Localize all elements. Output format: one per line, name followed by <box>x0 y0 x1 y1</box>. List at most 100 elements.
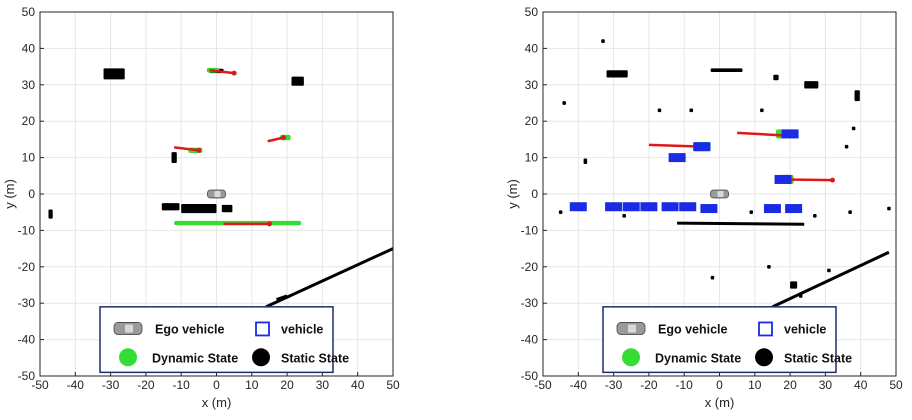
static-dot-icon <box>252 348 271 367</box>
x-tick-label: 0 <box>716 378 723 392</box>
velocity-arrow <box>209 68 235 75</box>
velocity-arrow <box>648 143 702 148</box>
y-tick-label: 40 <box>22 41 36 55</box>
velocity-arrow-head <box>266 221 272 227</box>
legend-box <box>99 306 334 374</box>
x-tick-label: -10 <box>173 378 191 392</box>
static-point <box>583 158 588 164</box>
y-tick-label: 30 <box>525 78 539 92</box>
static-point <box>887 206 891 211</box>
static-point <box>790 281 798 289</box>
y-tick-label: 50 <box>22 5 36 19</box>
legend-label-vehicle: vehicle <box>784 322 826 336</box>
x-tick-label: -10 <box>676 378 694 392</box>
vehicle-marker <box>605 202 623 212</box>
static-point <box>291 76 304 86</box>
vehicle-marker <box>700 204 718 214</box>
x-tick-label: 10 <box>245 378 259 392</box>
y-tick-label: 10 <box>525 151 539 165</box>
vehicle-marker <box>763 204 781 214</box>
legend-label-dynamic: Dynamic State <box>152 351 238 365</box>
y-tick-label: 20 <box>22 114 36 128</box>
dynamic-dot-icon <box>119 348 138 367</box>
static-point <box>622 214 626 218</box>
legend-label-dynamic: Dynamic State <box>655 351 741 365</box>
velocity-arrow <box>173 146 199 152</box>
y-tick-label: 20 <box>525 114 539 128</box>
y-tick-label: -10 <box>521 223 539 237</box>
x-tick-label: 40 <box>854 378 868 392</box>
static-dot-icon <box>755 348 774 367</box>
y-tick-label: -30 <box>18 296 36 310</box>
x-tick-label: -30 <box>102 378 120 392</box>
y-tick-label: 10 <box>22 151 36 165</box>
ego-vehicle-window <box>717 191 724 197</box>
y-tick-label: -20 <box>18 260 36 274</box>
static-point <box>844 144 849 149</box>
y-tick-label: 50 <box>525 5 539 19</box>
static-point <box>657 108 662 113</box>
y-tick-label: 0 <box>28 187 35 201</box>
x-tick-label: -40 <box>570 378 588 392</box>
static-point <box>813 214 817 218</box>
x-tick-label: 10 <box>748 378 762 392</box>
legend-box <box>602 306 837 374</box>
chart-panel-1: -50 -40 -30 -20 -10 0 10 20 30 40 50 -50 -40 -30 -20 -1… <box>2 5 400 410</box>
static-point <box>161 203 180 211</box>
x-tick-label: 20 <box>280 378 294 392</box>
vehicle-marker <box>668 153 686 163</box>
vehicle-marker <box>781 129 799 139</box>
ego-vehicle-window <box>214 191 221 197</box>
y-tick-label: 40 <box>525 41 539 55</box>
y-tick-label: -30 <box>521 296 539 310</box>
static-point <box>689 108 694 113</box>
legend-label-ego: Ego vehicle <box>155 322 225 336</box>
vehicle-marker <box>640 202 658 212</box>
velocity-arrow <box>267 136 284 143</box>
ego-icon-window <box>628 324 637 333</box>
static-point <box>562 101 566 105</box>
y-tick-label: -10 <box>18 223 36 237</box>
static-point <box>848 210 852 215</box>
x-tick-label: 50 <box>889 378 903 392</box>
y-tick-label: -40 <box>18 333 36 347</box>
static-point <box>171 152 177 164</box>
ego-icon-window <box>125 324 134 333</box>
legend-label-static: Static State <box>784 351 852 365</box>
vehicle-marker <box>679 202 697 212</box>
x-tick-label: -30 <box>605 378 623 392</box>
static-point <box>798 294 803 298</box>
vehicle-marker <box>693 142 711 152</box>
x-tick-label: 30 <box>316 378 330 392</box>
vehicle-marker <box>785 204 803 214</box>
x-tick-label: 40 <box>351 378 365 392</box>
y-tick-label: 30 <box>22 78 36 92</box>
x-tick-label: 30 <box>819 378 833 392</box>
vehicle-marker <box>569 202 587 212</box>
x-tick-label: -50 <box>31 378 49 392</box>
static-point <box>827 268 831 273</box>
x-tick-label: -20 <box>640 378 658 392</box>
vehicle-square-icon <box>255 321 270 337</box>
legend-label-ego: Ego vehicle <box>658 322 728 336</box>
static-point <box>804 81 819 89</box>
dynamic-dot-icon <box>622 348 641 367</box>
static-point <box>558 210 563 215</box>
x-tick-label: 20 <box>783 378 797 392</box>
static-line <box>276 294 288 301</box>
chart-panel-2: -50 -40 -30 -20 -10 0 10 20 30 40 50 -50 -40 -30 -20 -1… <box>505 5 903 410</box>
static-point <box>710 68 743 73</box>
static-point <box>181 204 217 214</box>
static-point <box>103 68 125 80</box>
velocity-arrow-head <box>829 177 835 183</box>
vehicle-marker <box>622 202 640 212</box>
static-line <box>771 250 890 309</box>
x-tick-label: 50 <box>386 378 400 392</box>
x-tick-label: -20 <box>137 378 155 392</box>
static-point <box>760 108 764 113</box>
x-tick-label: -50 <box>534 378 552 392</box>
static-point <box>606 70 628 78</box>
static-point <box>710 275 715 280</box>
x-tick-label: -40 <box>67 378 85 392</box>
